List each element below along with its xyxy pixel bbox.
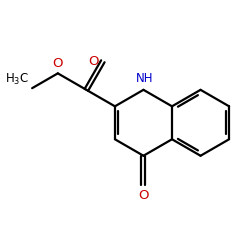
- Text: O: O: [52, 57, 63, 70]
- Text: O: O: [88, 55, 99, 68]
- Text: O: O: [138, 189, 149, 202]
- Text: NH: NH: [136, 72, 154, 85]
- Text: H$_3$C: H$_3$C: [6, 72, 30, 86]
